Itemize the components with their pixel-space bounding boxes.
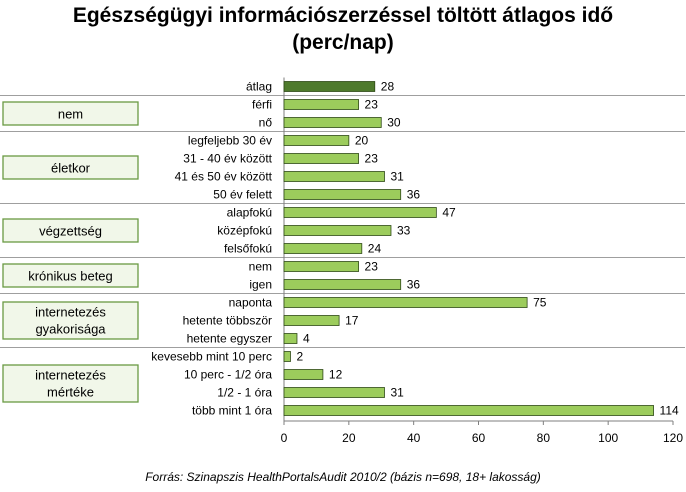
group-label: nem bbox=[58, 107, 83, 122]
group-label: internetezés bbox=[35, 305, 106, 320]
x-tick-label: 80 bbox=[537, 431, 551, 445]
value-label: 23 bbox=[365, 152, 379, 166]
bar bbox=[283, 225, 392, 236]
category-label: 41 és 50 év között bbox=[175, 170, 273, 184]
bar-chart: 0 20 40 60 80 100 120 átlag 28 férfi 23 nő 30 legfelj… bbox=[0, 77, 685, 445]
bar bbox=[283, 261, 359, 272]
value-label: 33 bbox=[397, 224, 411, 238]
x-tick-label: 120 bbox=[663, 431, 683, 445]
value-label: 47 bbox=[442, 206, 456, 220]
bar bbox=[283, 333, 298, 344]
bar bbox=[283, 279, 402, 290]
x-tick-label: 40 bbox=[407, 431, 421, 445]
category-label: kevesebb mint 10 perc bbox=[151, 350, 272, 364]
bar bbox=[283, 405, 654, 416]
bar bbox=[283, 207, 437, 218]
category-label: alapfokú bbox=[227, 206, 272, 220]
value-label: 31 bbox=[390, 170, 404, 184]
bar bbox=[283, 243, 363, 254]
group-label-box bbox=[2, 364, 139, 403]
bar bbox=[283, 99, 359, 110]
value-label: 36 bbox=[407, 278, 421, 292]
group-label: mértéke bbox=[47, 385, 94, 400]
value-label: 24 bbox=[368, 242, 382, 256]
group-label-box bbox=[2, 218, 139, 243]
value-label: 36 bbox=[407, 188, 421, 202]
category-label: 1/2 - 1 óra bbox=[217, 386, 272, 400]
group-label-box bbox=[2, 155, 139, 180]
x-tick-label: 60 bbox=[472, 431, 486, 445]
group-label: végzettség bbox=[39, 224, 102, 239]
category-label: naponta bbox=[229, 296, 273, 310]
category-label: 10 perc - 1/2 óra bbox=[184, 368, 272, 382]
value-label: 2 bbox=[296, 350, 303, 364]
category-label: középfokú bbox=[217, 224, 272, 238]
category-label: igen bbox=[249, 278, 272, 292]
x-tick-label: 20 bbox=[342, 431, 356, 445]
value-label: 20 bbox=[355, 134, 369, 148]
value-label: 23 bbox=[365, 98, 379, 112]
value-label: 12 bbox=[329, 368, 343, 382]
category-label: átlag bbox=[246, 80, 272, 94]
bar bbox=[283, 117, 382, 128]
bar bbox=[283, 351, 291, 362]
value-label: 23 bbox=[365, 260, 379, 274]
category-label: férfi bbox=[252, 98, 272, 112]
chart-title: Egészségügyi információszerzéssel töltöt… bbox=[0, 2, 686, 56]
category-label: felsőfokú bbox=[224, 242, 272, 256]
value-label: 17 bbox=[345, 314, 359, 328]
x-tick-label: 100 bbox=[598, 431, 618, 445]
x-tick-label: 0 bbox=[281, 431, 288, 445]
group-label: krónikus beteg bbox=[28, 269, 113, 284]
category-label: legfeljebb 30 év bbox=[188, 134, 272, 148]
value-label: 75 bbox=[533, 296, 547, 310]
bar bbox=[283, 369, 324, 380]
group-label: életkor bbox=[51, 161, 91, 176]
category-label: hetente egyszer bbox=[187, 332, 272, 346]
category-label: nem bbox=[249, 260, 272, 274]
group-label: internetezés bbox=[35, 368, 106, 383]
value-label: 4 bbox=[303, 332, 310, 346]
bar bbox=[283, 135, 350, 146]
value-label: 30 bbox=[387, 116, 401, 130]
group-label-box bbox=[2, 301, 139, 340]
category-label: nő bbox=[259, 116, 273, 130]
source-note: Forrás: Szinapszis HealthPortalsAudit 20… bbox=[145, 470, 541, 484]
category-label: 31 - 40 év között bbox=[183, 152, 272, 166]
category-label: hetente többször bbox=[183, 314, 272, 328]
bar bbox=[283, 297, 528, 308]
value-label: 28 bbox=[381, 80, 395, 94]
bar bbox=[283, 153, 359, 164]
bar bbox=[283, 315, 340, 326]
group-label-box bbox=[2, 263, 139, 288]
chart-title-line1: Egészségügyi információszerzéssel töltöt… bbox=[72, 4, 614, 27]
value-label: 31 bbox=[390, 386, 404, 400]
bar bbox=[283, 189, 402, 200]
category-label: 50 év felett bbox=[213, 188, 272, 202]
bar bbox=[283, 81, 376, 92]
value-label: 114 bbox=[660, 404, 679, 418]
bar bbox=[283, 387, 385, 398]
chart-title-line2: (perc/nap) bbox=[292, 31, 394, 54]
group-label: gyakorisága bbox=[35, 322, 106, 337]
bar bbox=[283, 171, 385, 182]
group-label-box bbox=[2, 101, 139, 126]
category-label: több mint 1 óra bbox=[192, 404, 272, 418]
